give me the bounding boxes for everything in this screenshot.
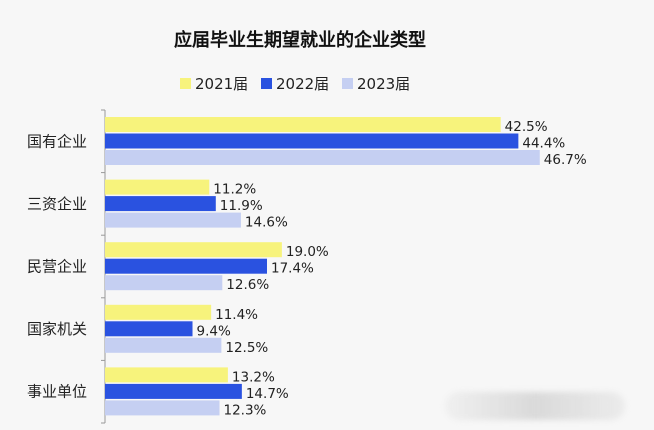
- legend-swatch-2: [342, 78, 353, 89]
- data-label: 44.4%: [522, 136, 565, 152]
- bar-2021届-国家机关: [105, 304, 212, 320]
- legend-label-0[interactable]: 2021届: [195, 75, 248, 93]
- data-label: 19.0%: [286, 244, 329, 260]
- bar-2022届-事业单位: [105, 383, 242, 399]
- data-label: 42.5%: [505, 119, 548, 135]
- data-label: 46.7%: [544, 152, 587, 168]
- legend-swatch-1: [261, 78, 272, 89]
- data-label: 13.2%: [232, 369, 275, 385]
- category-label: 国有企业: [27, 132, 87, 150]
- bar-2021届-国有企业: [105, 117, 501, 132]
- bar-2023届-国家机关: [105, 337, 222, 353]
- bar-2023届-三资企业: [105, 212, 241, 228]
- watermark: [445, 392, 625, 420]
- category-label: 民营企业: [27, 258, 87, 276]
- data-label: 11.4%: [215, 307, 258, 323]
- category-label: 三资企业: [27, 195, 87, 213]
- bar-2022届-三资企业: [105, 196, 216, 212]
- bars: 42.5%44.4%46.7% 11.2%11.9%14.6% 19.0%17.4%…: [105, 117, 587, 418]
- bar-2021届-事业单位: [105, 367, 228, 383]
- data-label: 12.5%: [225, 340, 268, 356]
- data-label: 14.6%: [245, 215, 288, 231]
- data-label: 11.2%: [213, 182, 256, 198]
- legend: 2021届 2022届 2023届: [180, 75, 410, 93]
- legend-label-1[interactable]: 2022届: [276, 75, 329, 93]
- bar-2023届-国有企业: [105, 150, 540, 165]
- bar-2022届-民营企业: [105, 258, 267, 274]
- data-label: 12.6%: [226, 277, 269, 293]
- data-label: 14.7%: [246, 386, 289, 402]
- bar-2021届-三资企业: [105, 179, 210, 195]
- data-label: 17.4%: [271, 261, 314, 277]
- legend-label-2[interactable]: 2023届: [357, 75, 410, 93]
- legend-swatch-0: [180, 78, 191, 89]
- data-label: 12.3%: [224, 402, 267, 418]
- category-label: 国家机关: [27, 320, 87, 338]
- bar-2022届-国有企业: [105, 133, 519, 149]
- data-label: 9.4%: [197, 323, 231, 339]
- chart-title: 应届毕业生期望就业的企业类型: [174, 29, 426, 51]
- bar-2021届-民营企业: [105, 242, 282, 258]
- data-label: 11.9%: [220, 198, 263, 214]
- bar-2022届-国家机关: [105, 321, 193, 337]
- bar-2023届-事业单位: [105, 400, 220, 416]
- bar-2023届-民营企业: [105, 275, 223, 291]
- category-label: 事业单位: [27, 383, 87, 401]
